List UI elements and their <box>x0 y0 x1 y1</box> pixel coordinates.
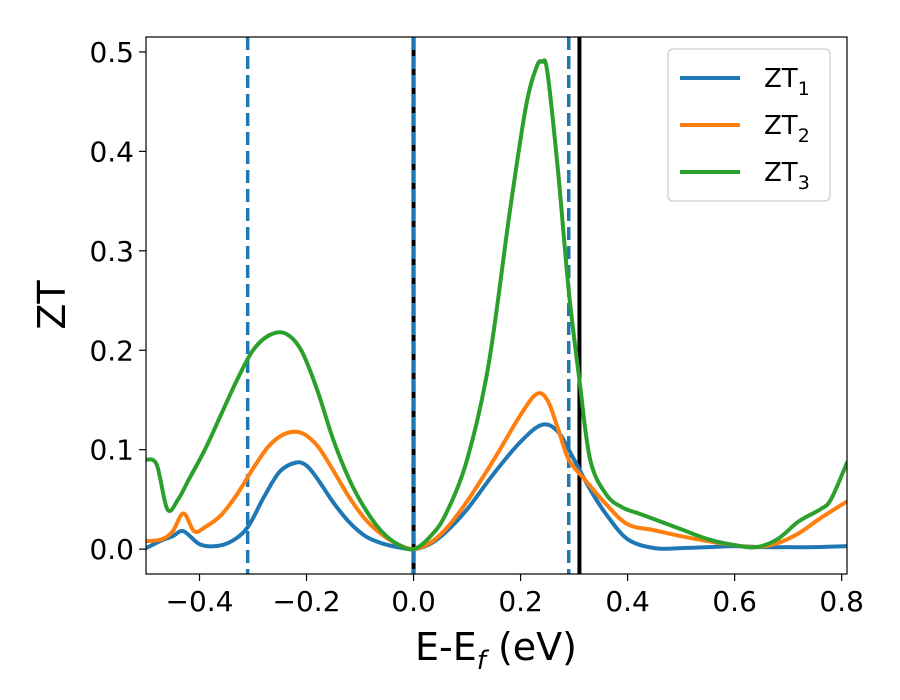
x-tick-label: −0.4 <box>166 585 234 618</box>
legend-label-zt1: ZT1 <box>764 64 810 100</box>
x-tick-label: −0.2 <box>273 585 341 618</box>
x-axis-title: E-Ef (eV) <box>415 625 577 676</box>
x-tick-label: 0.0 <box>391 585 436 618</box>
y-tick-label: 0.1 <box>89 434 134 467</box>
x-tick-label: 0.2 <box>498 585 543 618</box>
y-tick-label: 0.0 <box>89 533 134 566</box>
y-axis: 0.0 0.1 0.2 0.3 0.4 0.5 <box>89 36 146 566</box>
legend: ZT1 ZT2 ZT3 <box>667 48 831 202</box>
y-tick-label: 0.2 <box>89 334 134 367</box>
x-tick-label: 0.4 <box>605 585 650 618</box>
y-axis-title: ZT <box>30 280 74 330</box>
series-line-zt2 <box>146 391 847 552</box>
series-lines <box>146 58 847 552</box>
legend-label-zt2: ZT2 <box>764 111 810 147</box>
y-tick-label: 0.4 <box>89 135 134 168</box>
y-tick-label: 0.5 <box>89 36 134 69</box>
y-tick-label: 0.3 <box>89 235 134 268</box>
x-tick-label: 0.8 <box>819 585 864 618</box>
x-axis: −0.4 −0.2 0.0 0.2 0.4 0.6 0.8 <box>166 574 864 618</box>
x-tick-label: 0.6 <box>712 585 757 618</box>
legend-label-zt3: ZT3 <box>764 158 810 194</box>
series-line-zt3 <box>146 58 847 552</box>
legend-box <box>667 48 831 202</box>
plot-frame <box>145 36 848 575</box>
